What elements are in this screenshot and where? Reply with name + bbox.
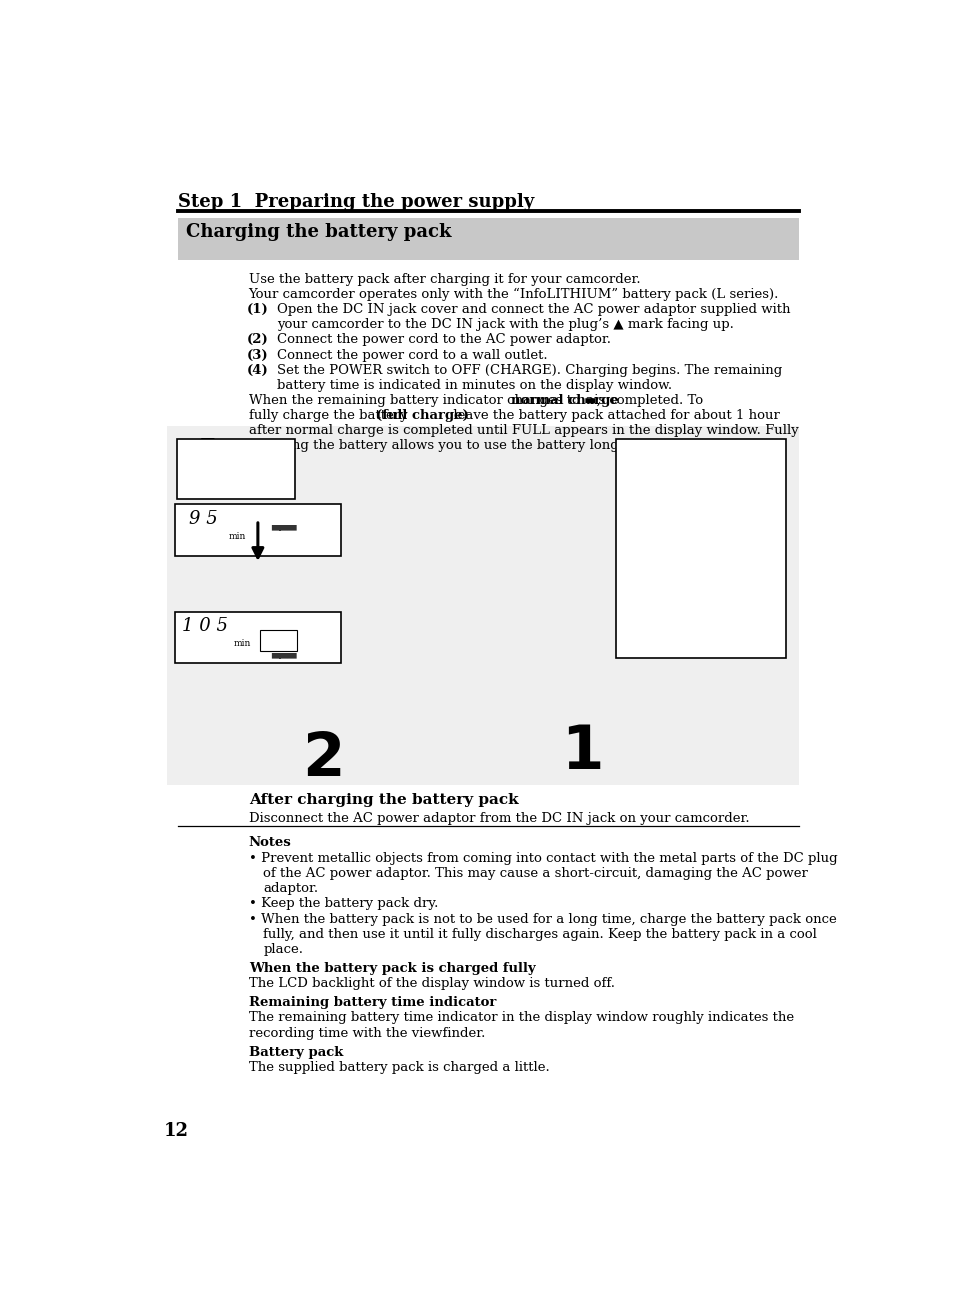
Text: fully, and then use it until it fully discharges again. Keep the battery pack in: fully, and then use it until it fully di… (263, 928, 817, 941)
Text: 1 0 5: 1 0 5 (182, 617, 228, 635)
FancyBboxPatch shape (174, 503, 341, 556)
Text: your camcorder to the DC IN jack with the plug’s ▲ mark facing up.: your camcorder to the DC IN jack with th… (276, 318, 733, 331)
Text: charging the battery allows you to use the battery longer than usual.: charging the battery allows you to use t… (249, 440, 711, 453)
Text: battery time is indicated in minutes on the display window.: battery time is indicated in minutes on … (276, 379, 671, 392)
Text: Connect the power cord to a wall outlet.: Connect the power cord to a wall outlet. (276, 348, 547, 361)
Text: recording time with the viewfinder.: recording time with the viewfinder. (249, 1026, 484, 1039)
Text: min: min (233, 639, 251, 648)
Text: The supplied battery pack is charged a little.: The supplied battery pack is charged a l… (249, 1061, 549, 1074)
Text: ▄▄▄: ▄▄▄ (271, 648, 296, 659)
FancyBboxPatch shape (174, 612, 341, 664)
Text: 1: 1 (560, 723, 602, 782)
Text: • Prevent metallic objects from coming into contact with the metal parts of the : • Prevent metallic objects from coming i… (249, 851, 837, 864)
Text: normal charge: normal charge (511, 393, 618, 408)
Text: When the remaining battery indicator changes to ▬,: When the remaining battery indicator cha… (249, 393, 604, 408)
Text: adaptor.: adaptor. (263, 883, 318, 895)
Text: Connect the power cord to the AC power adaptor.: Connect the power cord to the AC power a… (276, 334, 610, 347)
Text: Your camcorder operates only with the “InfoLITHIUM” battery pack (L series).: Your camcorder operates only with the “I… (249, 289, 779, 302)
Text: Notes: Notes (249, 836, 291, 849)
Text: fully charge the battery: fully charge the battery (249, 409, 411, 422)
FancyBboxPatch shape (167, 426, 799, 785)
Text: Open the DC IN jack cover and connect the AC power adaptor supplied with: Open the DC IN jack cover and connect th… (276, 303, 789, 316)
Text: • Keep the battery pack dry.: • Keep the battery pack dry. (249, 897, 437, 911)
FancyBboxPatch shape (176, 439, 294, 499)
Text: FULL: FULL (267, 637, 290, 644)
FancyBboxPatch shape (259, 630, 296, 651)
Text: ▄▄▄: ▄▄▄ (271, 520, 296, 529)
Text: Remaining battery time indicator: Remaining battery time indicator (249, 996, 496, 1009)
Text: 2: 2 (302, 730, 345, 789)
Text: The remaining battery time indicator in the display window roughly indicates the: The remaining battery time indicator in … (249, 1012, 793, 1025)
Text: is completed. To: is completed. To (590, 393, 702, 408)
Text: (1): (1) (247, 303, 269, 316)
Text: After charging the battery pack: After charging the battery pack (249, 793, 517, 807)
Text: Charging the battery pack: Charging the battery pack (186, 223, 451, 241)
Text: Set the POWER switch to OFF (CHARGE). Charging begins. The remaining: Set the POWER switch to OFF (CHARGE). Ch… (276, 364, 781, 377)
Text: after normal charge is completed until FULL appears in the display window. Fully: after normal charge is completed until F… (249, 424, 798, 437)
FancyBboxPatch shape (616, 439, 785, 659)
FancyBboxPatch shape (178, 219, 799, 260)
Text: Disconnect the AC power adaptor from the DC IN jack on your camcorder.: Disconnect the AC power adaptor from the… (249, 811, 748, 824)
Text: (3): (3) (247, 348, 269, 361)
Text: When the battery pack is charged fully: When the battery pack is charged fully (249, 961, 535, 974)
Text: Battery pack: Battery pack (249, 1046, 343, 1058)
Text: (2): (2) (247, 334, 269, 347)
Text: (4): (4) (247, 364, 269, 377)
Text: (full charge): (full charge) (375, 409, 468, 422)
Text: 4: 4 (180, 436, 223, 496)
Text: min: min (229, 532, 246, 541)
Text: place.: place. (263, 943, 303, 956)
Text: , leave the battery pack attached for about 1 hour: , leave the battery pack attached for ab… (445, 409, 780, 422)
Text: 9 5: 9 5 (190, 510, 218, 528)
Text: Use the battery pack after charging it for your camcorder.: Use the battery pack after charging it f… (249, 273, 639, 286)
Text: 12: 12 (164, 1122, 189, 1140)
Text: of the AC power adaptor. This may cause a short-circuit, damaging the AC power: of the AC power adaptor. This may cause … (263, 867, 807, 880)
Text: • When the battery pack is not to be used for a long time, charge the battery pa: • When the battery pack is not to be use… (249, 912, 836, 925)
Text: The LCD backlight of the display window is turned off.: The LCD backlight of the display window … (249, 977, 614, 990)
Text: Step 1  Preparing the power supply: Step 1 Preparing the power supply (178, 193, 534, 211)
